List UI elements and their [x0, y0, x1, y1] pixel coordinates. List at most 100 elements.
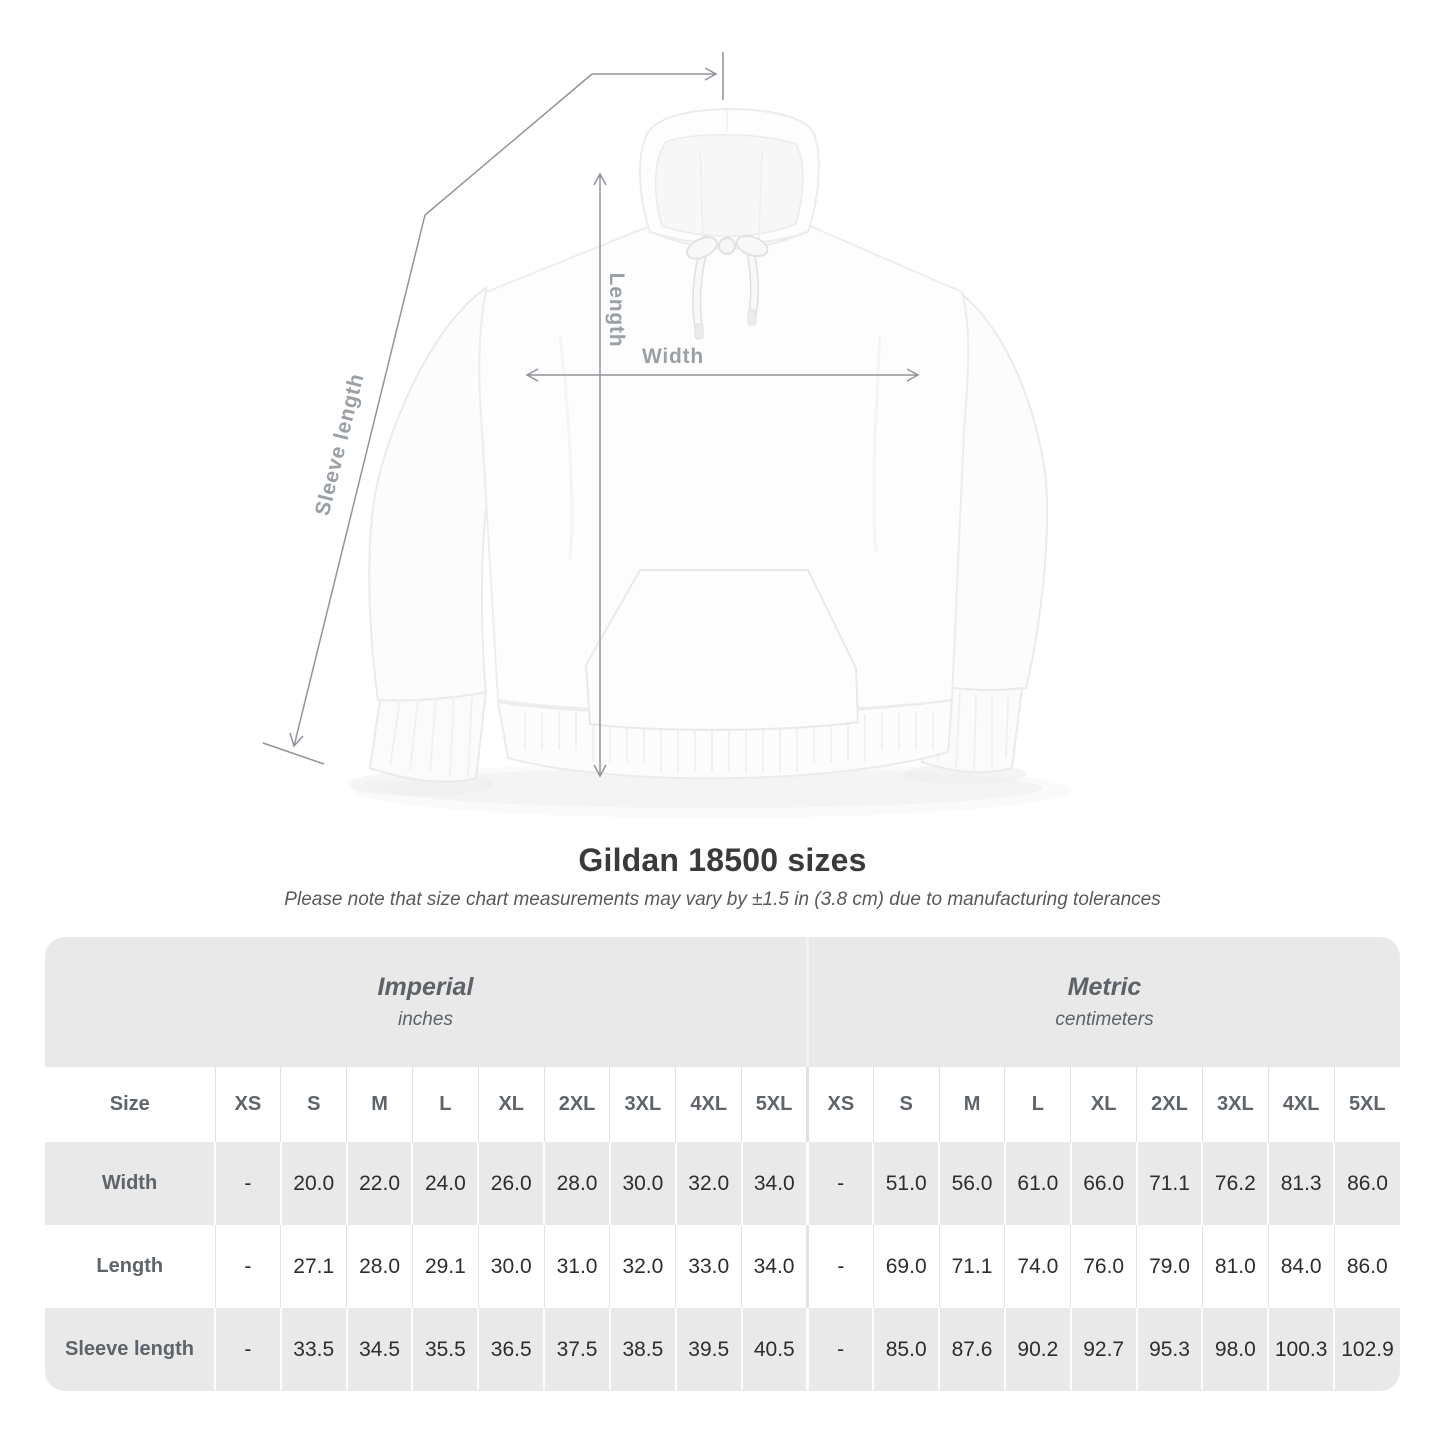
sleeve-bottom-arrowhead	[289, 732, 304, 748]
metric-size-header: 3XL	[1201, 1067, 1269, 1142]
drawstrings	[686, 234, 769, 340]
size-table-container: Imperial inches Metric centimeters Size …	[45, 937, 1400, 1391]
imperial-size-header: S	[280, 1067, 347, 1142]
value-cell: 76.0	[1070, 1225, 1137, 1308]
metric-size-header: S	[872, 1067, 940, 1142]
metric-size-header: 2XL	[1136, 1067, 1203, 1142]
value-cell: 71.1	[1135, 1142, 1203, 1225]
bow-loop-right	[735, 234, 769, 258]
metric-group-unit: centimeters	[1055, 1009, 1154, 1030]
value-cell: 79.0	[1136, 1225, 1203, 1308]
page-title: Gildan 18500 sizes	[578, 842, 867, 878]
tolerance-note: Please note that size chart measurements…	[284, 889, 1161, 910]
row-label: Width	[45, 1142, 215, 1225]
value-cell: -	[214, 1225, 281, 1308]
value-cell: -	[805, 1142, 874, 1225]
sleeve-length-line	[293, 73, 593, 747]
value-cell: 40.5	[740, 1308, 808, 1391]
value-cell: -	[805, 1308, 874, 1391]
value-cell: 71.1	[938, 1225, 1005, 1308]
width-right-arrowhead	[906, 368, 920, 382]
value-cell: 30.0	[608, 1142, 676, 1225]
value-cell: 37.5	[543, 1308, 610, 1391]
left-sleeve	[368, 286, 510, 704]
value-cell: 92.7	[1069, 1308, 1137, 1391]
value-cell: 81.0	[1201, 1225, 1269, 1308]
imperial-size-header: M	[346, 1067, 413, 1142]
value-cell: -	[805, 1225, 874, 1308]
value-cell: 35.5	[411, 1308, 479, 1391]
size-table: Imperial inches Metric centimeters Size …	[45, 937, 1400, 1391]
value-cell: 81.3	[1267, 1142, 1335, 1225]
value-cell: 26.0	[477, 1142, 545, 1225]
aglet-left	[694, 323, 704, 340]
imperial-size-header: 4XL	[675, 1067, 742, 1142]
metric-group-label: Metric	[1067, 973, 1142, 1001]
value-cell: 39.5	[674, 1308, 742, 1391]
value-cell: 34.0	[740, 1142, 808, 1225]
value-cell: 22.0	[345, 1142, 413, 1225]
value-cell: 74.0	[1004, 1225, 1071, 1308]
imperial-size-header: 2XL	[543, 1067, 610, 1142]
metric-size-header: L	[1004, 1067, 1071, 1142]
value-cell: 76.2	[1201, 1142, 1269, 1225]
value-cell: 85.0	[872, 1308, 940, 1391]
metric-group-header: Metric centimeters	[805, 937, 1400, 1067]
length-label: Length	[605, 273, 628, 348]
unit-group-header-row: Imperial inches Metric centimeters	[45, 937, 1400, 1067]
aglet-right	[747, 309, 757, 326]
row-label: Length	[45, 1225, 215, 1308]
value-cell: 51.0	[872, 1142, 940, 1225]
value-cell: 56.0	[938, 1142, 1005, 1225]
value-cell: -	[214, 1142, 281, 1225]
value-cell: 32.0	[674, 1142, 742, 1225]
value-cell: -	[214, 1308, 281, 1391]
hoodie-measurement-diagram: Length Width Sleeve length	[262, 52, 1049, 783]
sleeve-length-label: Sleeve length	[311, 371, 369, 518]
metric-size-header: M	[938, 1067, 1005, 1142]
sleeve-top-arrowhead	[704, 67, 718, 81]
kangaroo-pocket	[584, 569, 860, 731]
imperial-size-header: L	[411, 1067, 479, 1142]
size-header-row: Size XS S M L XL 2XL 3XL 4XL 5XL XS S M …	[45, 1067, 1400, 1142]
hood-inner-seams	[699, 110, 763, 239]
sleeve-end-tick	[262, 742, 325, 765]
metric-size-header: 5XL	[1333, 1067, 1400, 1142]
size-corner-header: Size	[45, 1067, 215, 1142]
length-top-arrowhead	[593, 172, 607, 186]
value-cell: 28.0	[346, 1225, 413, 1308]
value-cell: 24.0	[411, 1142, 479, 1225]
row-label: Sleeve length	[45, 1308, 215, 1391]
value-cell: 84.0	[1267, 1225, 1335, 1308]
value-cell: 29.1	[411, 1225, 479, 1308]
width-label: Width	[642, 345, 704, 368]
metric-size-header: 4XL	[1267, 1067, 1335, 1142]
value-cell: 32.0	[609, 1225, 676, 1308]
value-cell: 90.2	[1003, 1308, 1071, 1391]
hood-opening	[654, 134, 804, 237]
left-cuff	[368, 690, 488, 783]
imperial-size-header: XS	[214, 1067, 281, 1142]
measurement-lines	[262, 52, 920, 778]
length-row: Length - 27.1 28.0 29.1 30.0 31.0 32.0 3…	[45, 1225, 1400, 1308]
value-cell: 31.0	[543, 1225, 610, 1308]
value-cell: 36.5	[477, 1308, 545, 1391]
value-cell: 61.0	[1003, 1142, 1071, 1225]
imperial-size-header: 5XL	[741, 1067, 808, 1142]
metric-size-header: XL	[1070, 1067, 1137, 1142]
imperial-group-unit: inches	[398, 1009, 453, 1030]
value-cell: 33.5	[279, 1308, 347, 1391]
imperial-group-header: Imperial inches	[45, 937, 808, 1067]
bow-loop-left	[686, 236, 718, 260]
value-cell: 95.3	[1135, 1308, 1203, 1391]
imperial-size-header: XL	[477, 1067, 545, 1142]
value-cell: 30.0	[477, 1225, 545, 1308]
body-fold-lines	[558, 334, 882, 561]
value-cell: 28.0	[543, 1142, 610, 1225]
value-cell: 20.0	[279, 1142, 347, 1225]
metric-size-header: XS	[805, 1067, 874, 1142]
value-cell: 100.3	[1267, 1308, 1335, 1391]
value-cell: 86.0	[1333, 1142, 1400, 1225]
value-cell: 102.9	[1333, 1308, 1400, 1391]
